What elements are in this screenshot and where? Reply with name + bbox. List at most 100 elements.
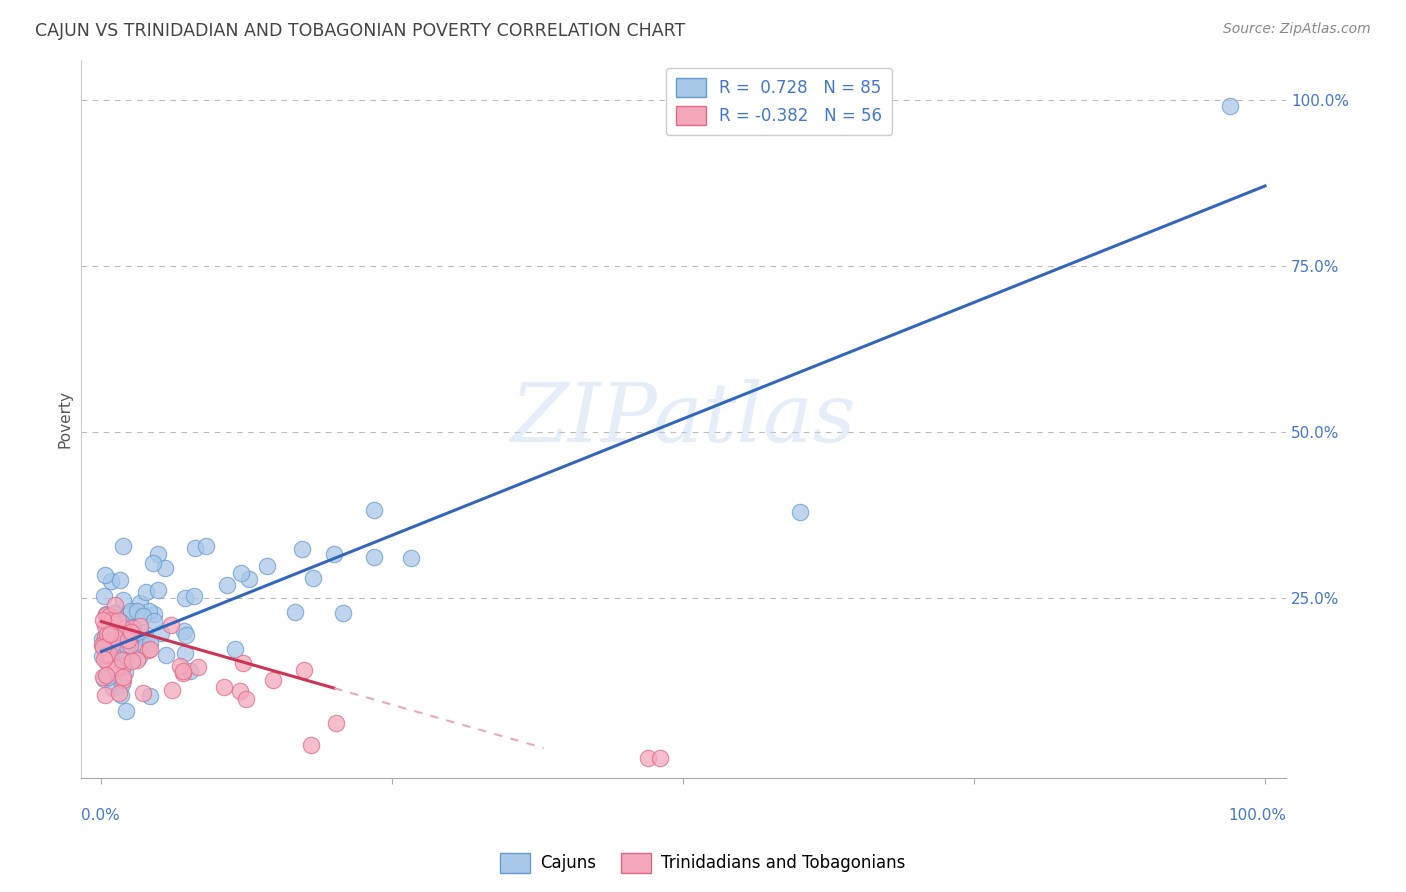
Point <box>98 628 121 642</box>
Point <box>129 596 152 610</box>
Point <box>125 604 148 618</box>
Point <box>127 653 149 667</box>
Point <box>174 591 197 606</box>
Point <box>114 665 136 680</box>
Point <box>110 635 132 649</box>
Point <box>111 673 134 687</box>
Point <box>93 589 115 603</box>
Point <box>228 684 250 698</box>
Text: CAJUN VS TRINIDADIAN AND TOBAGONIAN POVERTY CORRELATION CHART: CAJUN VS TRINIDADIAN AND TOBAGONIAN POVE… <box>35 22 685 40</box>
Point <box>146 583 169 598</box>
Point <box>112 659 135 673</box>
Legend: R =  0.728   N = 85, R = -0.382   N = 56: R = 0.728 N = 85, R = -0.382 N = 56 <box>665 68 891 135</box>
Point <box>94 630 117 644</box>
Point <box>103 681 125 695</box>
Point <box>108 574 131 588</box>
Y-axis label: Poverty: Poverty <box>58 390 72 448</box>
Point <box>112 652 135 666</box>
Point <box>91 670 114 684</box>
Point <box>195 539 218 553</box>
Point <box>96 627 118 641</box>
Text: ZIPatlas: ZIPatlas <box>510 379 856 458</box>
Point <box>97 670 120 684</box>
Point <box>235 692 257 706</box>
Point <box>101 648 124 663</box>
Point <box>172 665 194 680</box>
Point <box>322 548 344 562</box>
Point <box>98 609 121 624</box>
Point <box>93 632 115 647</box>
Point <box>118 635 141 649</box>
Point <box>160 682 183 697</box>
Point <box>325 715 347 730</box>
Point <box>120 638 142 652</box>
Point <box>212 680 235 694</box>
Point <box>149 626 172 640</box>
Point <box>174 628 197 642</box>
Legend: Cajuns, Trinidadians and Tobagonians: Cajuns, Trinidadians and Tobagonians <box>494 847 912 880</box>
Point <box>105 643 128 657</box>
Point <box>187 660 209 674</box>
Point <box>256 559 278 574</box>
Point <box>100 574 122 589</box>
Point <box>138 604 160 618</box>
Point <box>91 614 114 628</box>
Point <box>135 585 157 599</box>
Point <box>232 656 254 670</box>
Point <box>111 539 134 553</box>
Point <box>111 621 134 635</box>
Point <box>104 661 127 675</box>
Point <box>184 541 207 555</box>
Point <box>139 641 162 656</box>
Point <box>134 639 156 653</box>
Point <box>290 541 312 556</box>
Point <box>107 639 129 653</box>
Point <box>132 686 155 700</box>
Point <box>101 607 124 621</box>
Point <box>159 618 181 632</box>
Point <box>93 673 115 687</box>
Point <box>117 635 139 649</box>
Point <box>91 638 114 652</box>
Point <box>111 630 134 644</box>
Point <box>332 607 354 621</box>
Point <box>302 571 325 585</box>
Point <box>96 607 118 622</box>
Point <box>142 557 165 571</box>
Point <box>120 624 142 639</box>
Point <box>139 690 162 704</box>
Point <box>172 665 194 679</box>
Point <box>94 688 117 702</box>
Point <box>107 647 129 661</box>
Point <box>94 667 117 681</box>
Point <box>111 676 134 690</box>
Point <box>101 613 124 627</box>
Point <box>224 641 246 656</box>
Point <box>283 605 305 619</box>
Point <box>107 633 129 648</box>
Point <box>122 621 145 635</box>
Point <box>104 630 127 644</box>
Point <box>363 503 385 517</box>
Point <box>153 560 176 574</box>
Point <box>169 659 191 673</box>
Point <box>155 648 177 662</box>
Point <box>91 640 114 654</box>
Point <box>107 686 129 700</box>
Point <box>98 618 121 632</box>
Point <box>121 654 143 668</box>
Point <box>136 642 159 657</box>
Point <box>648 751 671 765</box>
Point <box>292 663 315 677</box>
Point <box>129 626 152 640</box>
Point <box>135 632 157 647</box>
Point <box>117 607 139 621</box>
Point <box>215 578 238 592</box>
Point <box>98 627 121 641</box>
Point <box>117 632 139 647</box>
Point <box>148 547 170 561</box>
Point <box>132 609 155 624</box>
Point <box>363 549 385 564</box>
Point <box>98 647 121 661</box>
Point <box>637 751 659 765</box>
